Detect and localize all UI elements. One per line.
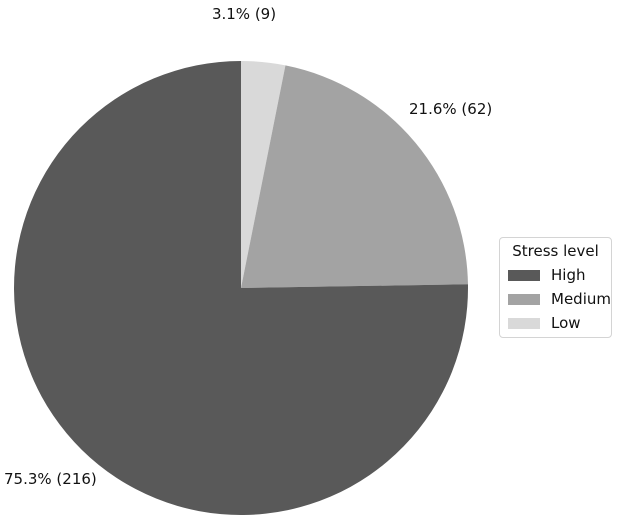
slice-label-medium: 21.6% (62) [409,100,492,118]
pie-slice-low [241,61,286,288]
legend-swatch-medium [508,293,540,305]
pie-slices [14,61,469,515]
slice-label-high: 75.3% (216) [4,470,97,488]
slice-labels: 3.1% (9) 21.6% (62) 75.3% (216) [4,5,492,488]
legend-label-low: Low [551,314,581,332]
pie-slice-high [14,61,469,515]
legend-item-high: High [508,263,603,287]
pie-slice-medium [241,65,468,288]
legend-label-medium: Medium [551,290,611,308]
legend-item-low: Low [508,311,603,335]
legend: Stress level High Medium Low [499,237,612,338]
legend-swatch-low [508,317,540,329]
legend-swatch-high [508,269,540,281]
legend-label-high: High [551,266,586,284]
legend-item-medium: Medium [508,287,611,311]
slice-label-low: 3.1% (9) [212,5,276,23]
legend-title: Stress level [512,242,599,260]
